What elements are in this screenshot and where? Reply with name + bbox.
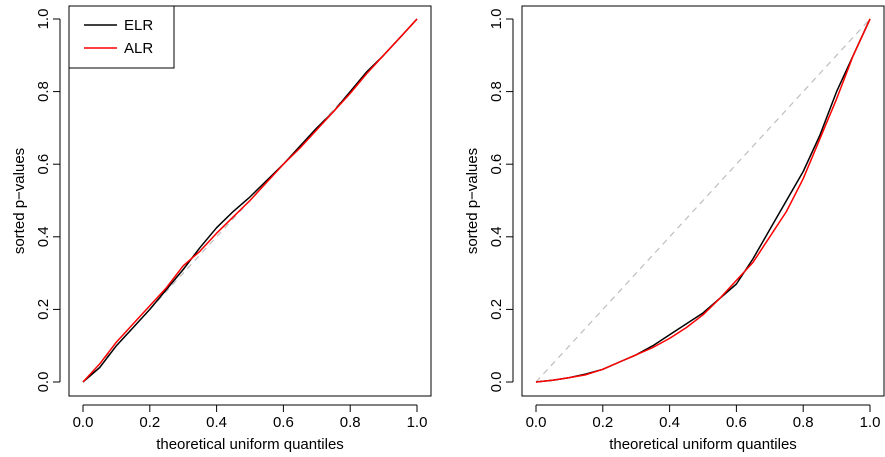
x-tick-label: 0.6	[273, 414, 294, 431]
legend-box	[68, 5, 175, 69]
plot-right: 0.0 0.2 0.4 0.6 0.8 1.0 0.0 0.2 0.4 0.6 0.8 1.0 th…	[464, 5, 885, 453]
y-tick-label: 0.2	[35, 299, 52, 320]
x-tick-label: 1.0	[407, 414, 428, 431]
x-tick-label: 0.4	[659, 414, 680, 431]
series-line-alr	[82, 18, 418, 383]
y-tick-label: 0.6	[488, 154, 505, 175]
x-tick-label: 0.2	[592, 414, 613, 431]
series-layer	[82, 18, 418, 383]
reference-layer	[535, 18, 871, 383]
plot-frame	[521, 5, 885, 397]
x-axis-label: theoretical uniform quantiles	[156, 436, 344, 453]
legend-label-elr: ELR	[124, 17, 153, 34]
x-tick-label: 0.8	[340, 414, 361, 431]
x-tick-label: 1.0	[860, 414, 881, 431]
plot-left: 0.0 0.2 0.4 0.6 0.8 1.0 0.0 0.2 0.4 0.6 0.8 1.0 th…	[11, 5, 432, 453]
x-tick-label: 0.2	[139, 414, 160, 431]
x-tick-label: 0.0	[73, 414, 94, 431]
y-tick-label: 0.0	[488, 372, 505, 393]
reference-line	[535, 18, 871, 383]
y-tick-label: 0.8	[35, 81, 52, 102]
x-tick-label: 0.8	[793, 414, 814, 431]
y-tick-label: 0.0	[35, 372, 52, 393]
y-axis: 0.0 0.2 0.4 0.6 0.8 1.0	[35, 9, 61, 393]
series-line-elr	[82, 18, 418, 383]
y-axis: 0.0 0.2 0.4 0.6 0.8 1.0	[488, 9, 514, 393]
y-tick-label: 0.8	[488, 81, 505, 102]
y-tick-label: 0.6	[35, 154, 52, 175]
y-tick-label: 0.4	[35, 226, 52, 247]
x-tick-label: 0.0	[526, 414, 547, 431]
y-tick-label: 0.2	[488, 299, 505, 320]
legend-label-alr: ALR	[124, 40, 153, 57]
y-axis-label: sorted p−values	[464, 148, 481, 254]
x-axis: 0.0 0.2 0.4 0.6 0.8 1.0	[73, 404, 428, 431]
x-tick-label: 0.4	[206, 414, 227, 431]
series-line-alr	[535, 18, 871, 383]
y-tick-label: 0.4	[488, 226, 505, 247]
legend: ELR ALR	[68, 5, 175, 69]
y-axis-label: sorted p−values	[11, 148, 28, 254]
y-tick-label: 1.0	[488, 9, 505, 30]
y-tick-label: 1.0	[35, 9, 52, 30]
x-tick-label: 0.6	[726, 414, 747, 431]
x-axis: 0.0 0.2 0.4 0.6 0.8 1.0	[526, 404, 881, 431]
series-layer	[535, 18, 871, 383]
x-axis-label: theoretical uniform quantiles	[609, 436, 797, 453]
plot-frame	[68, 5, 432, 397]
